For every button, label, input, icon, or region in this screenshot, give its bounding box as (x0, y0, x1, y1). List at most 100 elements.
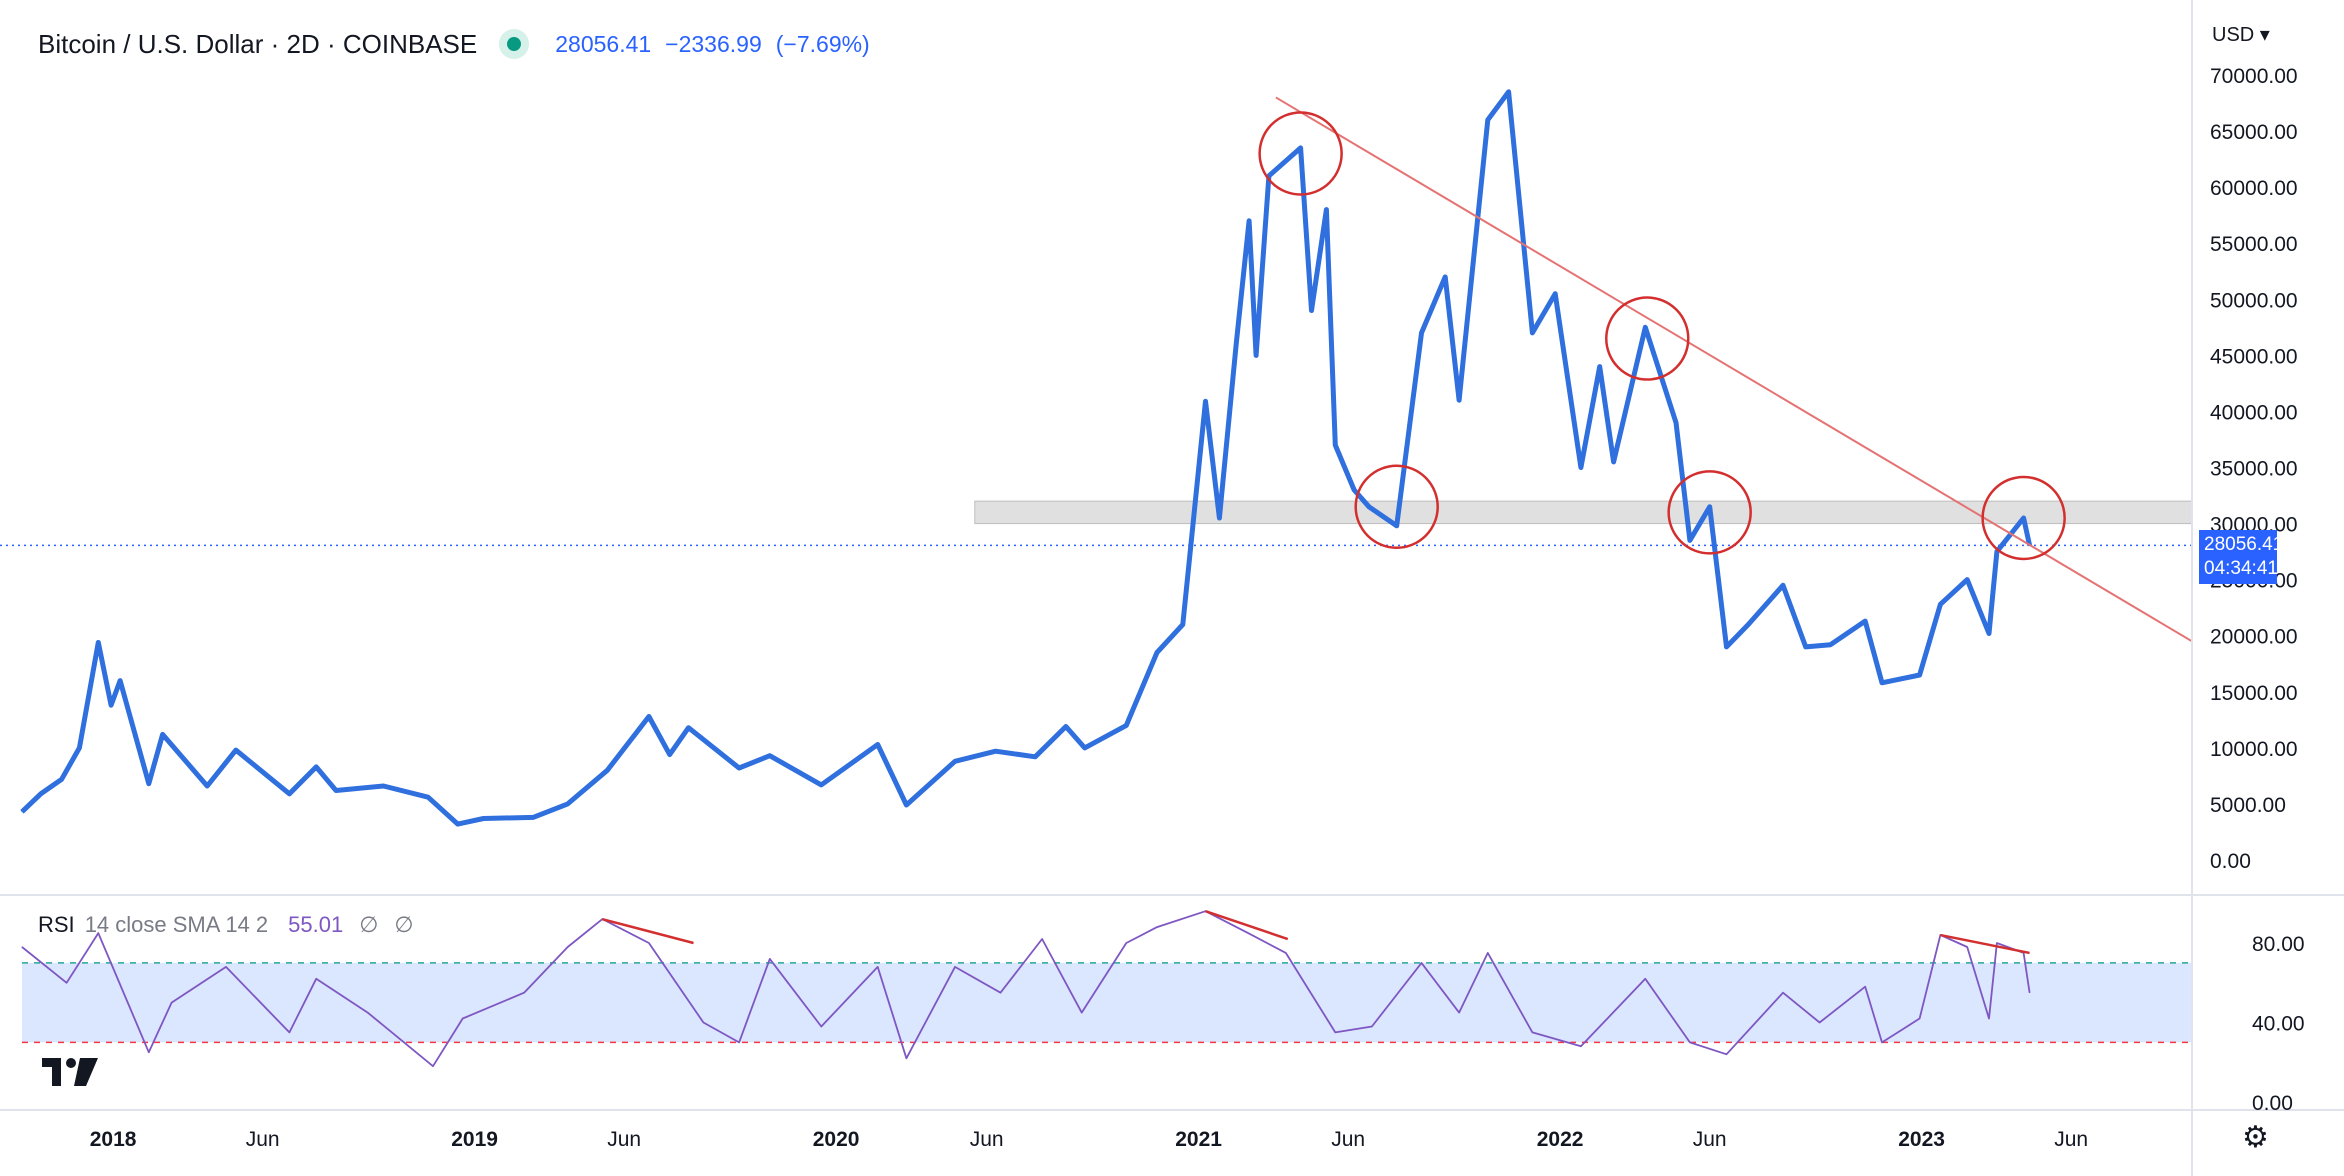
rsi-tick-label: 80.00 (2252, 933, 2305, 956)
rsi-point (1881, 1041, 1883, 1043)
price-series-line[interactable] (20, 89, 2033, 827)
rsi-point (738, 1041, 740, 1043)
rsi-divergence-line[interactable] (1205, 910, 1289, 941)
rsi-point (2029, 992, 2031, 994)
rsi-point (367, 1012, 369, 1014)
rsi-placeholder-1: ∅ (359, 912, 379, 937)
rsi-divergence-line[interactable] (1940, 933, 2030, 955)
time-tick-label: 2021 (1175, 1128, 1222, 1151)
price-point (1487, 119, 1489, 121)
price-point (1805, 646, 1807, 648)
rsi-point (1988, 1018, 1990, 1020)
rsi-point (1125, 942, 1127, 944)
rsi-point (1531, 1031, 1533, 1033)
price-point (1156, 652, 1158, 654)
rsi-point (1000, 992, 1002, 994)
support-zone[interactable] (974, 500, 2193, 525)
price-point (1689, 539, 1691, 541)
price-point (1966, 579, 1968, 581)
rsi-point (1081, 1012, 1083, 1014)
rsi-point (523, 992, 525, 994)
time-tick-label: Jun (970, 1128, 1004, 1151)
price-point (1531, 332, 1533, 334)
price-point (738, 767, 740, 769)
rsi-point (1819, 1022, 1821, 1023)
price-point (995, 750, 997, 752)
time-tick-label: 2020 (813, 1128, 860, 1151)
price-tick-label: 60000.00 (2210, 177, 2298, 200)
highlight-circle[interactable] (1981, 475, 2066, 561)
highlight-circle[interactable] (1258, 111, 1343, 196)
price-point (2023, 517, 2025, 519)
price-tick-label: 65000.00 (2210, 121, 2298, 144)
rsi-point (648, 942, 650, 944)
price-point (1988, 632, 1990, 634)
price-point (335, 789, 337, 791)
price-point (1939, 603, 1941, 605)
highlight-circle[interactable] (1354, 464, 1439, 549)
rsi-point (1458, 1012, 1460, 1014)
time-tick-label: 2022 (1537, 1128, 1584, 1151)
rsi-divergence-line[interactable] (602, 917, 694, 945)
price-point (1311, 310, 1313, 311)
currency-selector[interactable]: USD ▾ (2212, 22, 2270, 47)
rsi-point (567, 946, 569, 948)
rsi-point (1996, 942, 1998, 944)
rsi-params: 14 close SMA 14 2 (84, 912, 269, 937)
price-point (383, 785, 385, 787)
descending-trendline[interactable] (1275, 96, 2193, 643)
gear-icon[interactable]: ⚙ (2242, 1121, 2269, 1154)
last-price-value: 28056.41 (2204, 534, 2284, 555)
rsi-legend[interactable]: RSI 14 close SMA 14 2 55.01 ∅ ∅ (38, 912, 414, 938)
highlight-circle[interactable] (1605, 296, 1690, 381)
price-tick-label: 0.00 (2210, 850, 2251, 873)
highlight-circle[interactable] (1667, 470, 1752, 555)
time-tick-label: 2023 (1898, 1128, 1945, 1151)
tradingview-logo-icon[interactable] (42, 1058, 98, 1088)
price-point (606, 769, 608, 771)
rsi-point (97, 932, 99, 934)
price-tick-label: 20000.00 (2210, 626, 2298, 649)
price-point (1065, 726, 1067, 728)
price-point (1829, 644, 1831, 646)
price-point (21, 811, 23, 813)
price-point (769, 755, 771, 757)
price-point (1644, 326, 1646, 328)
rsi-tick-label: 40.00 (2252, 1013, 2305, 1036)
price-point (1726, 646, 1728, 648)
rsi-point (954, 966, 956, 968)
price-point (1881, 682, 1883, 684)
price-point (1444, 276, 1446, 278)
rsi-point (315, 978, 317, 980)
price-point (288, 793, 290, 795)
price-point (78, 747, 80, 749)
price-point (532, 816, 534, 818)
price-tick-label: 35000.00 (2210, 458, 2298, 481)
price-point (1458, 399, 1460, 401)
symbol-title[interactable]: Bitcoin / U.S. Dollar · 2D · COINBASE (38, 28, 478, 59)
rsi-point (225, 966, 227, 968)
price-point (1864, 620, 1866, 622)
rsi-pane[interactable] (21, 910, 2193, 1068)
price-tick-label: 15000.00 (2210, 682, 2298, 705)
rsi-point (1156, 926, 1158, 928)
rsi-point (171, 1002, 173, 1004)
price-tick-label: 5000.00 (2210, 794, 2286, 817)
price-point (1782, 584, 1784, 586)
price-point (483, 818, 485, 820)
price-point (1353, 489, 1355, 491)
price-point (1580, 467, 1582, 468)
price-point (1268, 175, 1270, 177)
price-point (954, 760, 956, 762)
currency-label: USD (2212, 24, 2255, 46)
price-point (1205, 400, 1207, 402)
rsi-point (820, 1025, 822, 1027)
price-tick-label: 10000.00 (2210, 738, 2298, 761)
main-pane[interactable] (0, 89, 2193, 827)
time-tick-label: 2018 (90, 1128, 137, 1151)
chevron-down-icon: ▾ (2259, 24, 2270, 46)
rsi-point (1420, 962, 1422, 964)
rsi-point (1487, 952, 1489, 954)
chart-header: Bitcoin / U.S. Dollar · 2D · COINBASE 28… (38, 24, 884, 64)
